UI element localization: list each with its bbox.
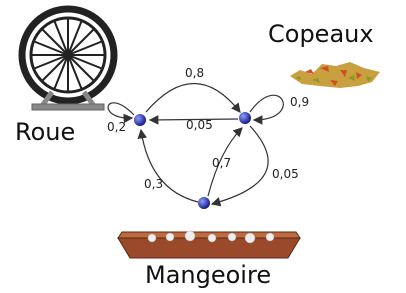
state-node (239, 112, 251, 124)
wheel-icon (22, 9, 114, 110)
edge-label: 0,05 (186, 118, 213, 132)
node-label: Roue (15, 118, 75, 146)
edge (108, 103, 134, 118)
edge (250, 95, 283, 120)
shavings-icon (290, 62, 380, 88)
edge (146, 84, 240, 113)
edge (141, 130, 198, 202)
state-node (198, 197, 210, 209)
node-label: Mangeoire (145, 261, 271, 289)
state-node (134, 114, 146, 126)
edge-label: 0,2 (107, 120, 126, 134)
markov-diagram: Roue Copeaux Mangeoire 0,8 0,2 0,05 0,9 … (0, 0, 406, 293)
feeder-icon (118, 231, 300, 258)
edge-label: 0,3 (144, 177, 163, 191)
edge-label: 0,8 (185, 66, 204, 80)
edge-label: 0,05 (272, 167, 299, 181)
node-label: Copeaux (268, 20, 374, 48)
edge-label: 0,7 (212, 156, 231, 170)
edge-label: 0,9 (290, 95, 309, 109)
